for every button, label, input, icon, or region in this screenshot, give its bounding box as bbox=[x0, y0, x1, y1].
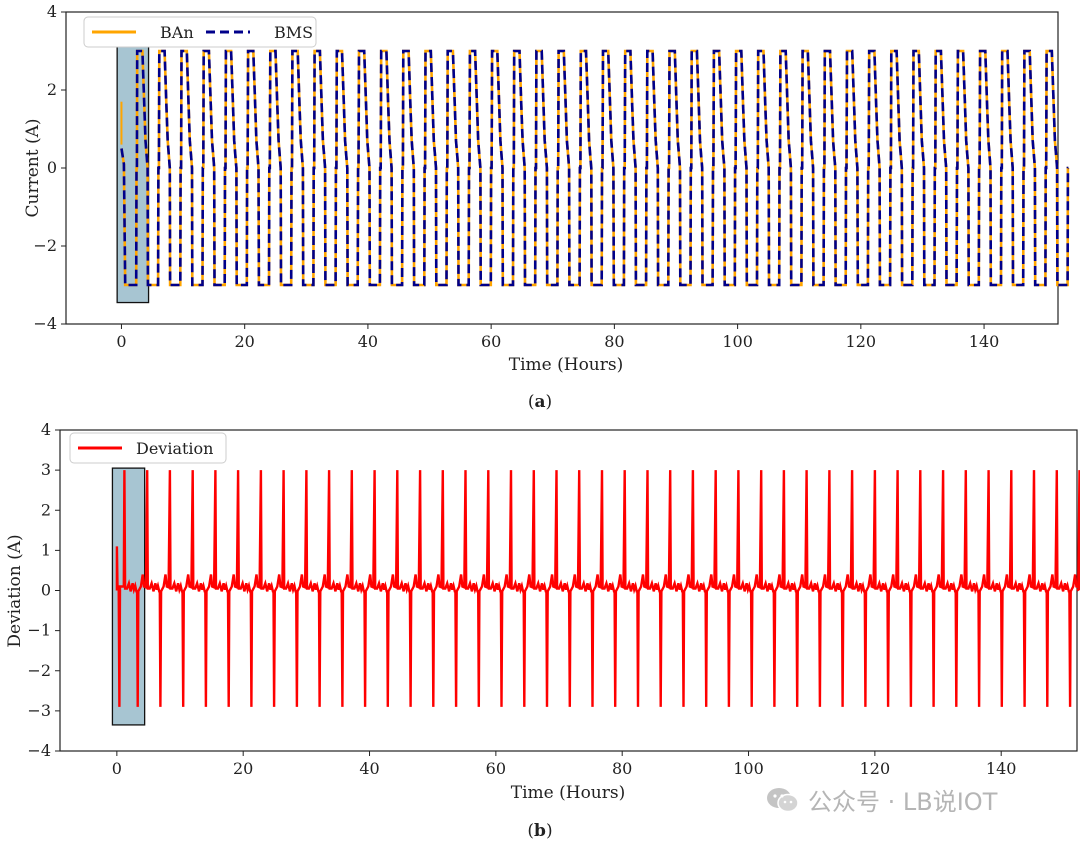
panel-letter-b: b bbox=[534, 821, 546, 841]
ticks-b: 0 20 40 60 80 100 120 140 −4 −3 −2 −1 0 1 2 3 4 bbox=[27, 420, 1016, 778]
panel-caption-b: (b) bbox=[527, 821, 552, 841]
series-line-deviation bbox=[115, 470, 1080, 707]
x-tick-label-a: 100 bbox=[722, 332, 753, 351]
legend-a: BAn BMS bbox=[83, 16, 317, 48]
highlight-rect-b bbox=[111, 467, 146, 726]
panel-a: 0 20 40 60 80 100 120 140 −4 −2 0 2 4 BAn BMS Time (… bbox=[23, 2, 1070, 412]
legend-label-bms: BMS bbox=[274, 23, 313, 42]
x-tick-label-a: 40 bbox=[358, 332, 378, 351]
y-tick-label-a: −2 bbox=[33, 236, 57, 255]
watermark: 公众号 · LB说IOT bbox=[766, 782, 997, 817]
legend-box-b bbox=[69, 432, 227, 464]
y-tick-label-b: −3 bbox=[27, 701, 51, 720]
y-axis-label-a: Current (A) bbox=[23, 119, 43, 218]
y-tick-label-b: −2 bbox=[27, 661, 51, 680]
x-axis-label-b: Time (Hours) bbox=[511, 783, 625, 803]
series-group-a bbox=[120, 49, 1070, 287]
x-tick-label-a: 20 bbox=[235, 332, 255, 351]
x-tick-label-a: 60 bbox=[481, 332, 501, 351]
series-line-bms bbox=[120, 49, 1070, 287]
y-tick-label-a: 0 bbox=[47, 158, 57, 177]
x-tick-label-b: 80 bbox=[612, 759, 632, 778]
y-tick-label-a: 2 bbox=[47, 80, 57, 99]
panel-b: 0 20 40 60 80 100 120 140 −4 −3 −2 −1 0 1 2 3 4 Deviatio… bbox=[5, 420, 1080, 841]
y-axis-label-b: Deviation (A) bbox=[5, 534, 25, 647]
x-tick-label-b: 100 bbox=[733, 759, 764, 778]
legend-box-a bbox=[83, 16, 317, 48]
y-tick-label-a: 4 bbox=[47, 2, 57, 21]
ticks-a: 0 20 40 60 80 100 120 140 −4 −2 0 2 4 bbox=[33, 2, 999, 351]
y-tick-label-b: −4 bbox=[27, 741, 51, 760]
x-tick-label-b: 120 bbox=[860, 759, 891, 778]
x-tick-label-b: 140 bbox=[986, 759, 1017, 778]
panel-letter-a: a bbox=[534, 392, 545, 412]
y-tick-label-b: 1 bbox=[41, 540, 51, 559]
x-axis-label-a: Time (Hours) bbox=[509, 355, 623, 375]
legend-label-ban: BAn bbox=[160, 23, 194, 42]
y-tick-label-b: 4 bbox=[41, 420, 51, 439]
watermark-text: 公众号 · LB说IOT bbox=[808, 788, 998, 816]
x-tick-label-b: 20 bbox=[233, 759, 253, 778]
wechat-icon bbox=[766, 786, 800, 814]
highlight-region-b bbox=[111, 467, 146, 726]
x-tick-label-a: 80 bbox=[604, 332, 624, 351]
y-tick-label-b: 2 bbox=[41, 500, 51, 519]
x-tick-label-b: 40 bbox=[359, 759, 379, 778]
panel-caption-a: (a) bbox=[528, 392, 552, 412]
x-tick-label-a: 140 bbox=[969, 332, 1000, 351]
x-tick-label-b: 0 bbox=[112, 759, 122, 778]
y-tick-label-b: −1 bbox=[27, 621, 51, 640]
legend-label-deviation: Deviation bbox=[136, 439, 213, 458]
y-tick-label-a: −4 bbox=[33, 314, 57, 333]
series-line-ban bbox=[120, 49, 1070, 287]
y-tick-label-b: 0 bbox=[41, 581, 51, 600]
series-group-b bbox=[115, 470, 1080, 707]
x-tick-label-a: 120 bbox=[846, 332, 877, 351]
legend-b: Deviation bbox=[69, 432, 227, 464]
x-tick-label-b: 60 bbox=[486, 759, 506, 778]
y-tick-label-b: 3 bbox=[41, 460, 51, 479]
x-tick-label-a: 0 bbox=[116, 332, 126, 351]
